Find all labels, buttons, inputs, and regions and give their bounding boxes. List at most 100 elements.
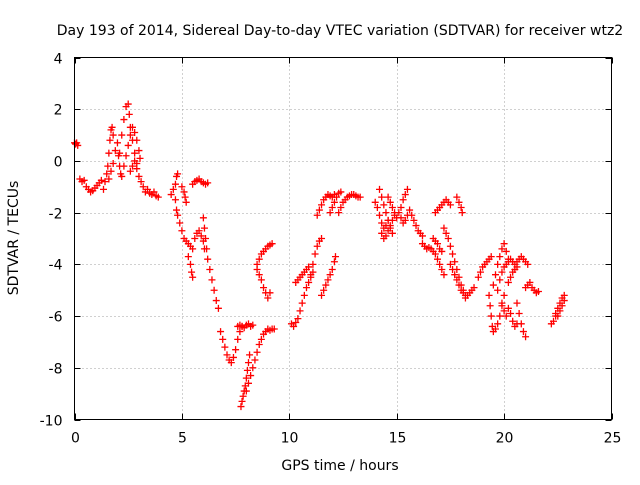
data-point [206, 266, 214, 274]
data-point [560, 297, 568, 305]
data-point [494, 286, 502, 294]
data-point [135, 172, 143, 180]
data-point [124, 141, 132, 149]
data-point [373, 203, 381, 211]
series-s10 [178, 183, 190, 206]
series-s46 [517, 253, 532, 268]
data-point [399, 196, 407, 204]
series-s26 [326, 188, 345, 217]
series-s19 [253, 240, 276, 268]
data-point [266, 289, 274, 297]
data-point [318, 201, 326, 209]
data-point [74, 141, 82, 149]
data-point [227, 359, 235, 367]
data-point [453, 276, 461, 284]
data-point [80, 176, 88, 184]
data-point [197, 232, 205, 240]
data-point [487, 312, 495, 320]
data-point [195, 227, 203, 235]
data-point [199, 214, 207, 222]
data-point [120, 116, 128, 124]
data-points [71, 100, 568, 411]
data-point [106, 136, 114, 144]
data-point [131, 157, 139, 165]
data-point [150, 188, 158, 196]
data-point [494, 260, 502, 268]
x-tick-label: 15 [389, 431, 407, 447]
data-point [176, 219, 184, 227]
x-tick-label: 5 [178, 431, 187, 447]
data-point [489, 281, 497, 289]
series-s22 [292, 263, 313, 286]
data-point [507, 273, 515, 281]
data-point [101, 178, 109, 186]
y-tick-label: 2 [54, 103, 63, 119]
data-point [178, 183, 186, 191]
data-point [253, 348, 261, 356]
data-point [97, 176, 105, 184]
data-point [500, 307, 508, 315]
data-point [125, 110, 133, 118]
data-point [386, 198, 394, 206]
data-point [509, 317, 517, 325]
data-point [292, 319, 300, 327]
data-point [486, 302, 494, 310]
data-point [139, 183, 147, 191]
series-s24 [318, 253, 339, 299]
series-s39 [474, 253, 495, 281]
data-point [313, 211, 321, 219]
data-point [434, 240, 442, 248]
y-tick-label: -2 [49, 207, 63, 223]
series-s32 [397, 206, 426, 240]
data-point [249, 321, 257, 329]
series-s2 [76, 175, 105, 196]
series-s18 [242, 325, 278, 395]
data-point [133, 136, 141, 144]
data-point [122, 152, 130, 160]
data-point [322, 281, 330, 289]
series-s1 [71, 139, 82, 149]
data-point [116, 149, 124, 157]
data-point [470, 284, 478, 292]
data-point [519, 328, 527, 336]
data-point [208, 276, 216, 284]
data-point [328, 203, 336, 211]
data-point [131, 128, 139, 136]
y-tick-label: -4 [49, 258, 63, 274]
data-point [109, 131, 117, 139]
data-point [451, 271, 459, 279]
data-point [335, 209, 343, 217]
data-point [315, 206, 323, 214]
data-point [264, 294, 272, 302]
data-point [412, 222, 420, 230]
data-point [204, 255, 212, 263]
series-s41 [489, 240, 512, 289]
data-point [242, 374, 250, 382]
data-point [382, 209, 390, 217]
data-point [371, 198, 379, 206]
data-point [446, 201, 454, 209]
data-point [118, 172, 126, 180]
data-point [449, 266, 457, 274]
series-s13 [191, 227, 208, 253]
data-point [202, 235, 210, 242]
data-point [270, 325, 278, 333]
data-point [307, 271, 315, 279]
series-s16 [234, 320, 257, 332]
data-point [305, 263, 313, 271]
data-point [438, 266, 446, 274]
data-point [257, 335, 265, 343]
data-point [401, 216, 409, 224]
data-point [453, 193, 461, 201]
series-s28 [371, 198, 392, 232]
data-point [210, 286, 218, 294]
data-point [217, 328, 225, 336]
data-point [255, 341, 263, 349]
data-point [455, 281, 463, 289]
y-tick-label: 0 [54, 155, 63, 171]
data-point [459, 289, 467, 297]
data-point [326, 271, 334, 279]
series-s20 [253, 266, 274, 302]
data-point [268, 240, 276, 248]
data-point [221, 343, 229, 351]
